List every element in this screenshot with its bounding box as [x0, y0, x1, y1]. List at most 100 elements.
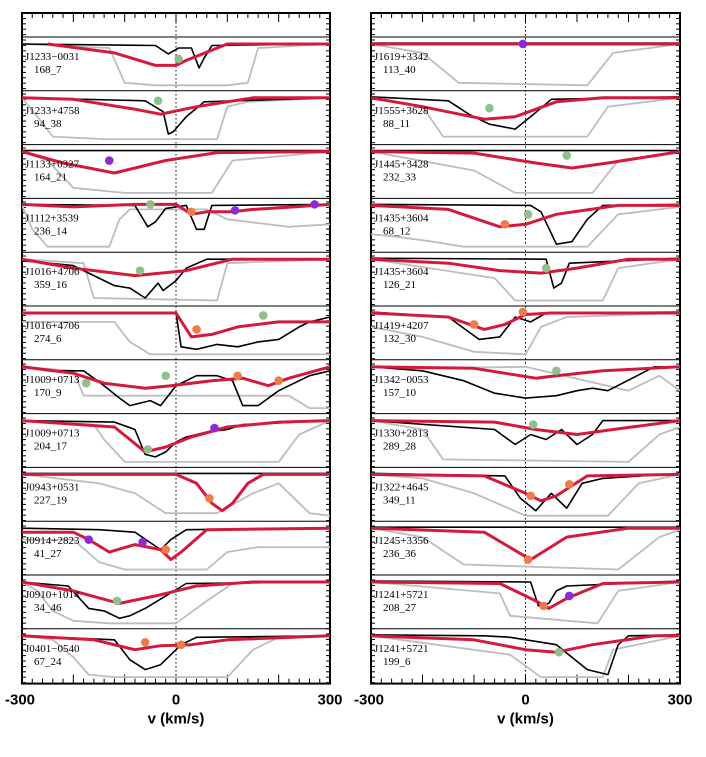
- panel-name-label: J1245+3356: [374, 535, 429, 547]
- data-profile-line: [371, 419, 680, 446]
- data-profile-line: [22, 419, 330, 458]
- data-profile-line: [371, 472, 680, 512]
- panel-value-label: 164_21: [34, 172, 67, 184]
- panel-plot-area: [371, 39, 680, 87]
- reference-profile-line: [371, 527, 680, 571]
- component-marker-green: [562, 151, 571, 160]
- component-marker-green: [112, 596, 122, 606]
- model-profile-line: [22, 96, 330, 116]
- model-profile-line: [371, 203, 680, 229]
- component-marker-orange: [233, 371, 242, 381]
- reference-profile-line: [371, 581, 680, 625]
- component-marker-orange: [526, 491, 535, 501]
- model-profile-line: [371, 580, 680, 610]
- component-marker-purple: [138, 537, 147, 547]
- model-profile-line: [22, 311, 330, 339]
- model-profile-line: [371, 257, 680, 275]
- panel-value-label: 126_21: [383, 279, 416, 291]
- panel-plot-area: [22, 96, 330, 140]
- model-profile-line: [371, 96, 680, 121]
- component-marker-green: [528, 420, 538, 429]
- panel-value-label: 204_17: [34, 441, 68, 453]
- panel-value-label: 88_11: [383, 118, 410, 130]
- panel-name-label: J1330+2813: [374, 428, 429, 440]
- panel-name-label: J0910+1014: [25, 589, 80, 601]
- panel-name-label: J1445+3428: [374, 159, 429, 171]
- panel-plot-area: [371, 526, 680, 571]
- panel-value-label: 157_10: [383, 387, 417, 399]
- panel-plot-area: [371, 472, 680, 517]
- component-marker-orange: [500, 220, 510, 229]
- panel-value-label: 113_40: [383, 64, 416, 76]
- component-marker-orange: [564, 480, 574, 489]
- panel-value-label: 68_12: [383, 225, 411, 237]
- panel-name-label: J1555+3628: [374, 105, 429, 117]
- panel-value-label: 132_30: [383, 333, 417, 345]
- component-marker-purple: [84, 535, 94, 544]
- reference-profile-line: [22, 473, 330, 517]
- panel-plot-area: [22, 365, 330, 409]
- panel-plot-area: [371, 203, 680, 248]
- model-profile-line: [22, 472, 330, 513]
- component-marker-purple: [104, 156, 114, 165]
- model-profile-line: [371, 150, 680, 170]
- data-profile-line: [371, 580, 680, 607]
- panel-plot-area: [22, 42, 330, 87]
- panel-column-2: J1619+3342113_40J1555+362888_11J1445+342…: [354, 12, 693, 728]
- component-marker-purple: [518, 39, 528, 49]
- component-marker-green: [485, 103, 494, 113]
- component-marker-purple: [230, 206, 240, 215]
- component-marker-green: [554, 647, 564, 657]
- panel-value-label: 236_14: [34, 225, 68, 237]
- panel-plot-area: [22, 580, 330, 625]
- panel-plot-area: [22, 311, 330, 356]
- panel-column-1: J1233−0031168_7J1233+475894_38J1133+0327…: [5, 12, 343, 728]
- panel-name-label: J1016+4706: [25, 320, 80, 332]
- panel-plot-area: [371, 634, 680, 678]
- panel-plot-area: [22, 634, 330, 678]
- model-profile-line: [22, 580, 330, 605]
- panel-plot-area: [371, 149, 680, 194]
- component-marker-orange: [205, 493, 214, 503]
- reference-profile-line: [371, 258, 680, 302]
- reference-profile-line: [371, 419, 680, 463]
- panel-value-label: 34_46: [34, 602, 62, 614]
- model-profile-line: [22, 634, 330, 652]
- panel-value-label: 349_11: [383, 494, 416, 506]
- x-tick-label: -300: [5, 692, 35, 709]
- x-axis-title: v (km/s): [497, 711, 554, 728]
- panel-plot-area: [22, 257, 330, 302]
- panel-value-label: 94_38: [34, 118, 62, 130]
- reference-profile-line: [371, 634, 680, 678]
- model-profile-line: [22, 419, 330, 454]
- component-marker-green: [146, 200, 155, 209]
- reference-profile-line: [22, 634, 330, 678]
- panel-name-label: J0943+0531: [25, 481, 79, 493]
- component-marker-green: [552, 366, 561, 376]
- panel-value-label: 168_7: [34, 64, 62, 76]
- reference-profile-line: [22, 321, 330, 356]
- panel-name-label: J1016+4706: [25, 266, 80, 278]
- panel-value-label: 236_36: [383, 548, 417, 560]
- data-profile-line: [371, 96, 680, 130]
- panel-name-label: J1241+5721: [374, 643, 428, 655]
- panel-name-label: J1342−0053: [374, 374, 429, 386]
- reference-profile-line: [371, 312, 680, 356]
- panel-name-label: J0914+2823: [25, 535, 80, 547]
- component-marker-green: [258, 311, 268, 320]
- reference-profile-line: [22, 258, 330, 302]
- x-tick-label: 300: [317, 692, 342, 709]
- panel-value-label: 289_28: [383, 441, 417, 453]
- data-profile-line: [22, 97, 330, 135]
